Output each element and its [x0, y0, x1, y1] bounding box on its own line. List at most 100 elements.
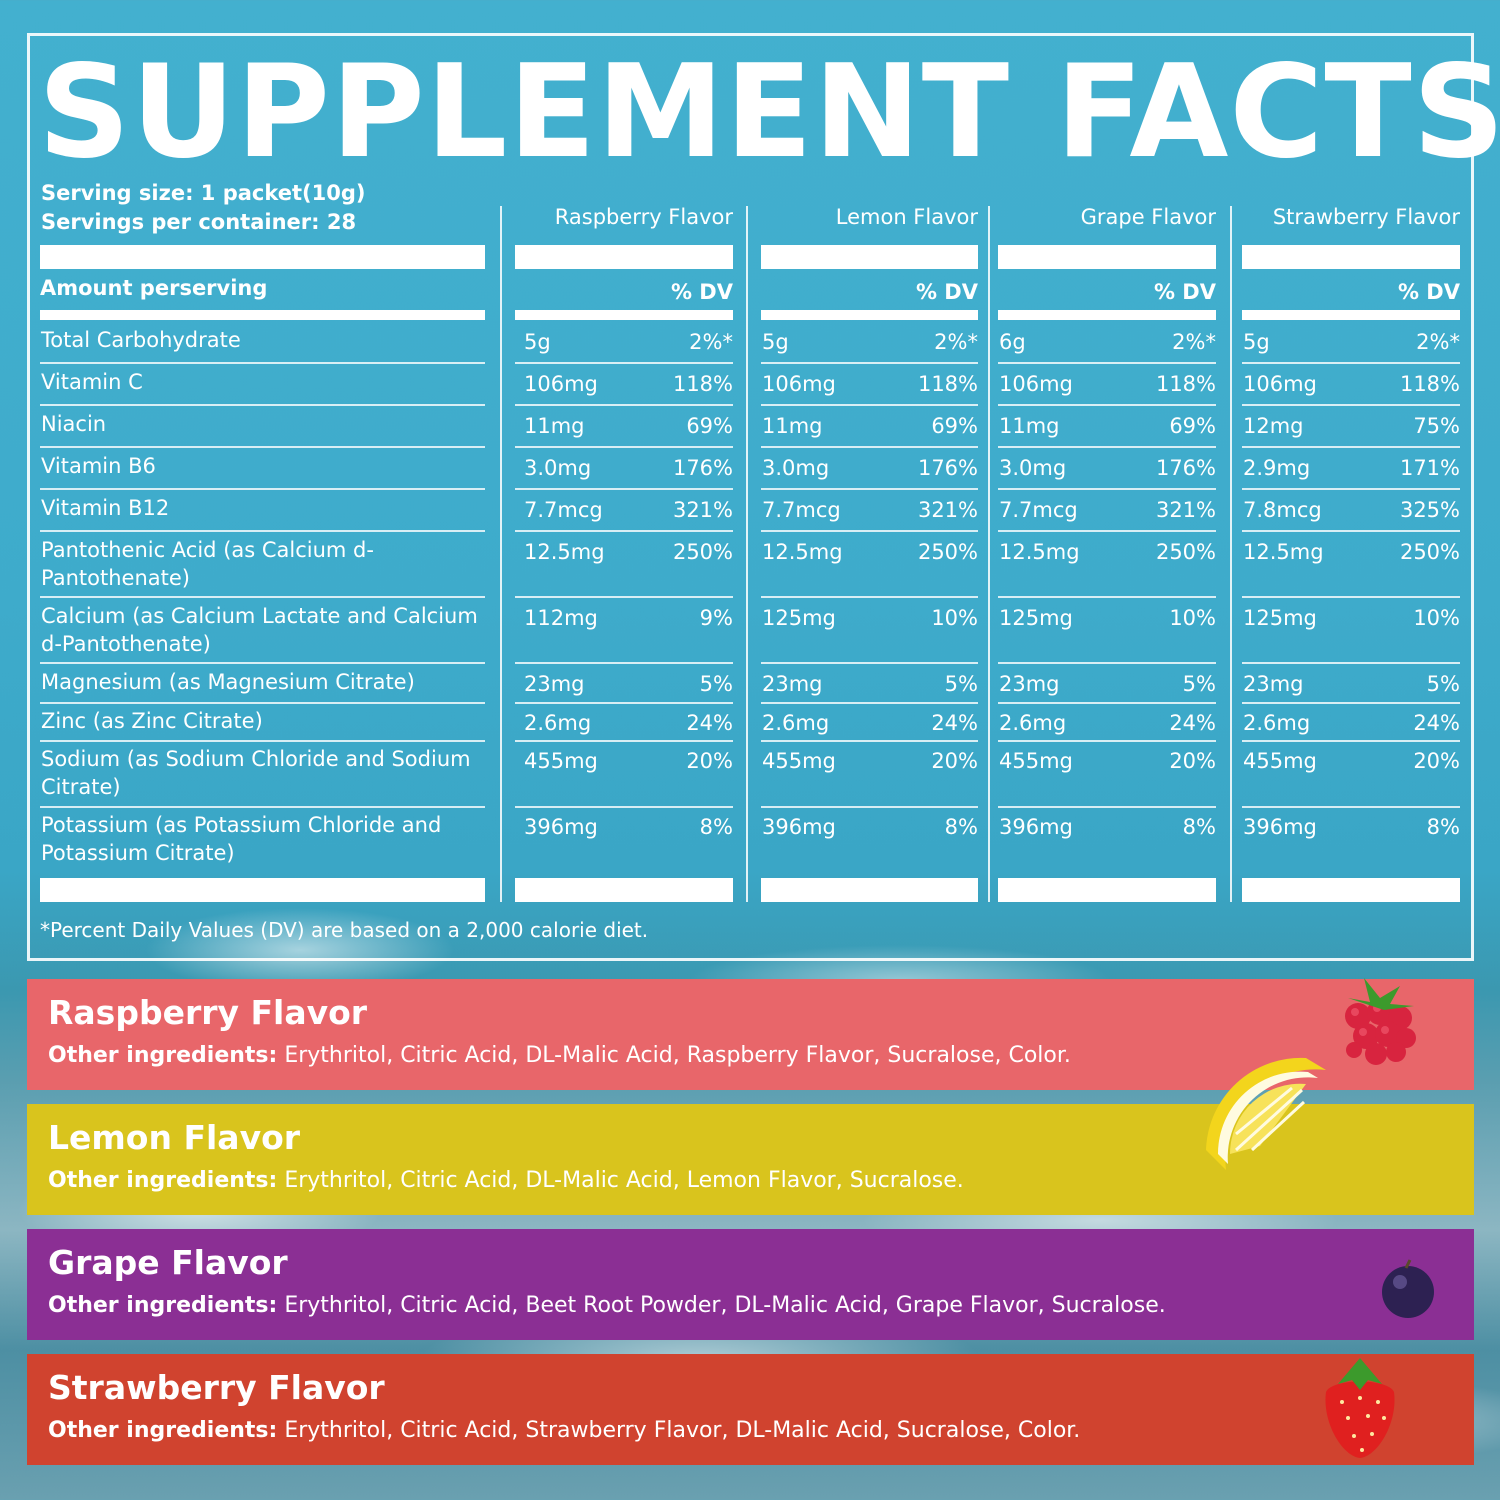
- panel-title: Raspberry Flavor: [48, 993, 368, 1032]
- row-divider: [40, 404, 485, 406]
- row-divider: [1242, 702, 1460, 704]
- nutrient-amount: 106mg: [1243, 372, 1317, 396]
- panel-raspberry: Raspberry Flavor Other ingredients: Eryt…: [27, 979, 1474, 1090]
- header-bar: [761, 245, 978, 269]
- nutrient-dv: 321%: [672, 498, 733, 522]
- nutrient-amount: 12.5mg: [762, 540, 843, 564]
- nutrient-amount: 455mg: [1243, 749, 1317, 773]
- nutrient-name: Vitamin B6: [41, 454, 156, 478]
- nutrient-dv: 69%: [686, 414, 733, 438]
- row-divider: [761, 596, 978, 598]
- nutrient-amount: 6g: [999, 330, 1026, 354]
- nutrient-amount: 125mg: [999, 606, 1073, 630]
- nutrient-amount: 106mg: [524, 372, 598, 396]
- nutrient-dv: 69%: [1169, 414, 1216, 438]
- nutrient-name: Vitamin C: [41, 370, 143, 394]
- nutrient-dv: 10%: [931, 606, 978, 630]
- dv-header: % DV: [915, 280, 978, 304]
- nutrient-dv: 69%: [931, 414, 978, 438]
- row-divider: [40, 740, 485, 742]
- row-divider: [1242, 740, 1460, 742]
- footnote: *Percent Daily Values (DV) are based on …: [40, 918, 649, 942]
- panel-strawberry: Strawberry Flavor Other ingredients: Ery…: [27, 1354, 1474, 1465]
- nutrient-dv: 2%*: [689, 330, 733, 354]
- row-divider: [515, 740, 733, 742]
- nutrient-amount: 12mg: [1243, 414, 1304, 438]
- row-divider: [998, 404, 1216, 406]
- ingredients-list: Erythritol, Citric Acid, Strawberry Flav…: [277, 1418, 1081, 1443]
- nutrient-dv: 20%: [686, 749, 733, 773]
- row-divider: [761, 446, 978, 448]
- nutrient-dv: 2%*: [1172, 330, 1216, 354]
- page-title: SUPPLEMENT FACTS: [38, 38, 1500, 187]
- ingredients-list: Erythritol, Citric Acid, Beet Root Powde…: [277, 1293, 1166, 1318]
- panel-grape: Grape Flavor Other ingredients: Erythrit…: [27, 1229, 1474, 1340]
- other-ingredients-label: Other ingredients:: [48, 1293, 278, 1318]
- serving-size: Serving size: 1 packet(10g): [41, 181, 366, 205]
- nutrient-amount: 106mg: [762, 372, 836, 396]
- row-divider: [1242, 596, 1460, 598]
- nutrient-dv: 118%: [1155, 372, 1216, 396]
- nutrient-amount: 11mg: [524, 414, 585, 438]
- row-divider: [515, 362, 733, 364]
- facts-frame: [27, 33, 1474, 961]
- nutrient-dv: 20%: [1413, 749, 1460, 773]
- nutrient-amount: 3.0mg: [999, 456, 1067, 480]
- nutrient-dv: 8%: [944, 815, 978, 839]
- nutrient-amount: 7.7mcg: [999, 498, 1078, 522]
- nutrient-dv: 5%: [1182, 672, 1216, 696]
- row-divider: [40, 662, 485, 664]
- row-divider: [761, 702, 978, 704]
- nutrient-name: Potassium (as Potassium Chloride and Pot…: [41, 813, 442, 865]
- nutrient-amount: 2.9mg: [1243, 456, 1311, 480]
- row-divider: [761, 488, 978, 490]
- row-divider: [515, 662, 733, 664]
- nutrient-dv: 250%: [917, 540, 978, 564]
- nutrient-name: Total Carbohydrate: [41, 328, 241, 352]
- nutrient-amount: 12.5mg: [1243, 540, 1324, 564]
- panel-ingredients: Other ingredients: Erythritol, Citric Ac…: [48, 1416, 1080, 1446]
- nutrient-amount: 125mg: [762, 606, 836, 630]
- row-divider: [1242, 488, 1460, 490]
- column-separator: [500, 206, 502, 902]
- nutrient-dv: 118%: [917, 372, 978, 396]
- row-divider: [998, 362, 1216, 364]
- nutrient-dv: 24%: [931, 711, 978, 735]
- row-divider: [1242, 806, 1460, 808]
- row-divider: [40, 702, 485, 704]
- flavor-column-header: Grape Flavor: [1080, 205, 1216, 229]
- header-bar: [998, 245, 1216, 269]
- bottom-bar: [761, 878, 978, 902]
- nutrient-amount: 23mg: [999, 672, 1060, 696]
- row-divider: [1242, 362, 1460, 364]
- nutrient-dv: 250%: [672, 540, 733, 564]
- thin-bar: [515, 310, 733, 320]
- panel-title: Strawberry Flavor: [48, 1368, 385, 1407]
- dv-header: % DV: [1397, 280, 1460, 304]
- row-divider: [761, 806, 978, 808]
- row-divider: [40, 530, 485, 532]
- row-divider: [1242, 446, 1460, 448]
- nutrient-amount: 106mg: [999, 372, 1073, 396]
- row-divider: [40, 596, 485, 598]
- nutrient-amount: 396mg: [762, 815, 836, 839]
- nutrient-amount: 396mg: [524, 815, 598, 839]
- nutrient-dv: 8%: [1426, 815, 1460, 839]
- row-divider: [515, 446, 733, 448]
- nutrient-amount: 3.0mg: [762, 456, 830, 480]
- nutrient-amount: 11mg: [762, 414, 823, 438]
- other-ingredients-label: Other ingredients:: [48, 1168, 278, 1193]
- nutrient-amount: 2.6mg: [999, 711, 1067, 735]
- nutrient-name: Vitamin B12: [41, 496, 170, 520]
- nutrient-amount: 7.8mcg: [1243, 498, 1322, 522]
- nutrient-name: Zinc (as Zinc Citrate): [41, 709, 263, 733]
- column-separator: [1230, 206, 1232, 902]
- nutrient-amount: 455mg: [999, 749, 1073, 773]
- nutrient-amount: 455mg: [762, 749, 836, 773]
- row-divider: [761, 530, 978, 532]
- grape-icon: [1382, 1259, 1434, 1318]
- row-divider: [515, 530, 733, 532]
- nutrient-amount: 11mg: [999, 414, 1060, 438]
- nutrient-amount: 5g: [1243, 330, 1270, 354]
- row-divider: [761, 662, 978, 664]
